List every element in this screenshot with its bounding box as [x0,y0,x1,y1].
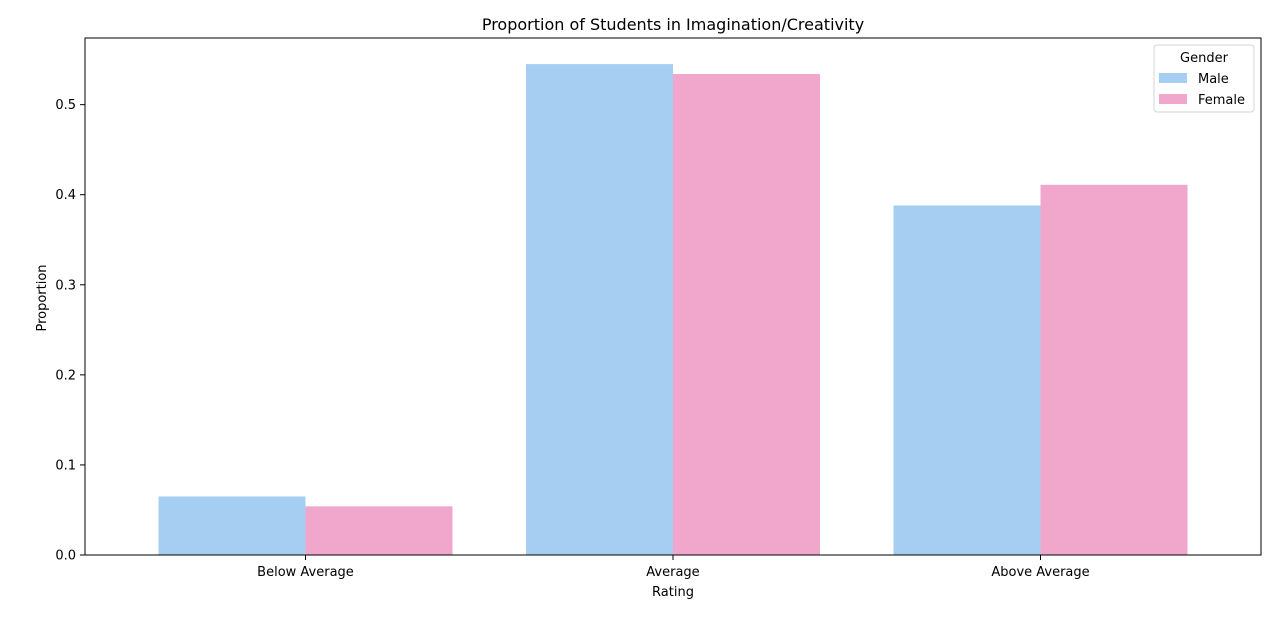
chart-title: Proportion of Students in Imagination/Cr… [482,15,864,34]
y-axis: 0.0 0.1 0.2 0.3 0.4 0.5 [55,98,85,564]
x-tick-label-below-average: Below Average [257,565,354,580]
bar-male-average [526,64,673,556]
legend-swatch-female [1159,94,1187,104]
bar-female-average [673,74,820,555]
x-tick-label-above-average: Above Average [991,565,1089,580]
bar-male-above-average [893,205,1041,555]
bar-male-below-average [158,496,306,555]
legend-swatch-male [1159,73,1187,83]
bar-female-below-average [305,506,453,555]
legend-label-female: Female [1198,93,1245,108]
legend-label-male: Male [1198,72,1229,87]
bars-layer [158,64,1188,556]
y-tick-label-1: 0.1 [55,458,76,473]
plot-frame [84,37,1262,556]
y-tick-label-3: 0.3 [55,278,76,293]
y-tick-label-5: 0.5 [55,98,76,113]
y-axis-label: Proportion [35,264,50,331]
x-axis-label: Rating [652,585,694,600]
legend-title: Gender [1180,51,1229,66]
legend: Gender Male Female [1153,44,1255,113]
bar-female-above-average [1040,184,1188,555]
x-axis: Below Average Average Above Average [257,555,1090,580]
x-tick-label-average: Average [646,565,699,580]
y-tick-label-2: 0.2 [55,368,76,383]
y-tick-label-0: 0.0 [55,549,76,564]
y-tick-label-4: 0.4 [55,188,76,203]
